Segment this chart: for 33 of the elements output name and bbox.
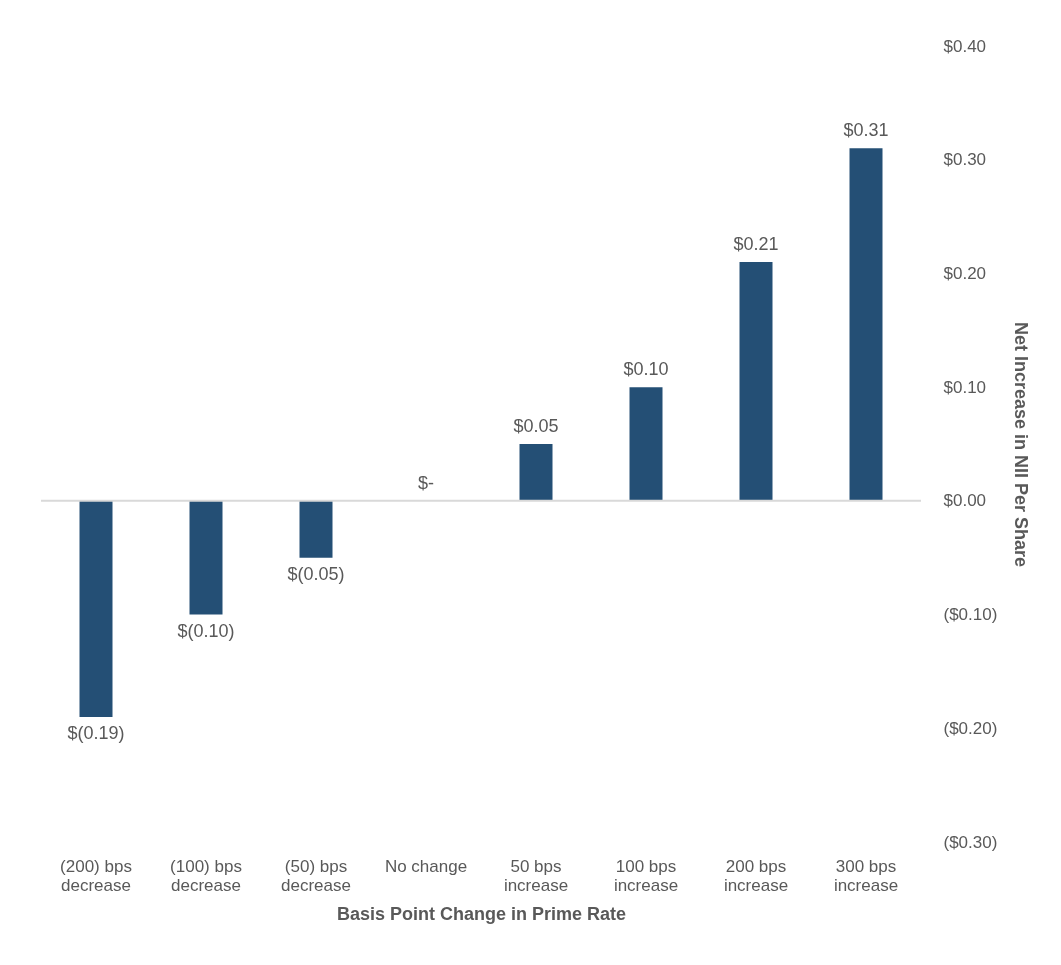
y-tick-label: $0.00 [943,491,987,511]
y-tick-label: $0.10 [943,377,987,397]
bar [849,148,883,501]
x-tick-label: 200 bps increase [723,856,789,895]
y-tick-label: ($0.10) [943,605,998,625]
bar [189,500,223,615]
x-tick-label: (100) bps decrease [170,856,242,895]
data-label: $0.21 [733,234,779,255]
y-tick-label: $0.30 [943,150,987,170]
data-label: $- [417,472,435,493]
x-axis-title: Basis Point Change in Prime Rate [336,903,627,924]
x-tick-label: 300 bps increase [833,856,899,895]
data-label: $0.31 [843,120,889,141]
bar [519,444,553,501]
bar [739,262,773,501]
x-tick-label: (50) bps decrease [281,856,351,895]
x-tick-label: 100 bps increase [613,856,679,895]
bar [629,387,663,501]
data-label: $(0.10) [177,620,235,641]
bar [299,500,333,558]
x-tick-label: (200) bps decrease [60,856,132,895]
y-tick-label: ($0.30) [943,832,998,852]
data-label: $(0.19) [67,722,125,743]
y-tick-label: ($0.20) [943,718,998,738]
data-label: $(0.05) [287,563,345,584]
bar [79,500,113,717]
y-axis-title: Net Increase in NII Per Share [1011,321,1032,568]
data-label: $0.05 [513,416,559,436]
data-label: $0.10 [623,359,669,380]
y-tick-label: $0.40 [943,36,987,56]
x-tick-label: No change [384,856,468,876]
x-tick-label: 50 bps increase [503,856,569,895]
y-tick-label: $0.20 [943,263,987,283]
